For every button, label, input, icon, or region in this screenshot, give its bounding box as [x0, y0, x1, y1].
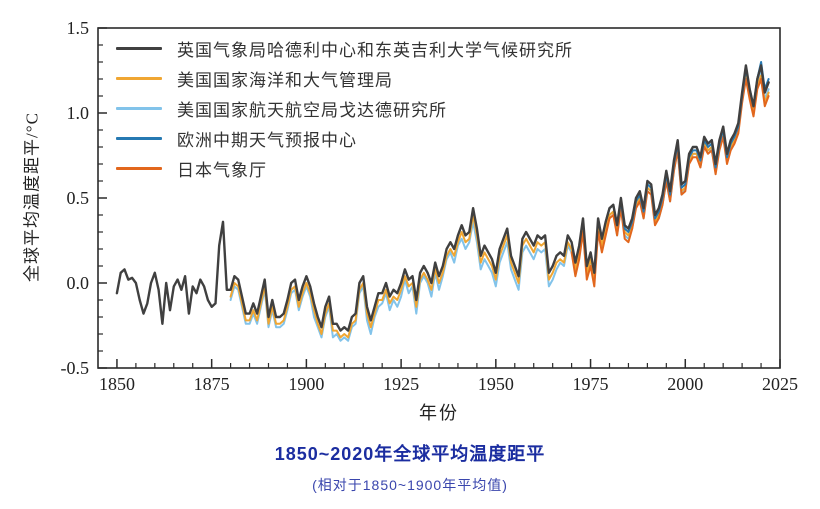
x-tick-label: 1850	[99, 374, 135, 394]
legend-label-jma: 日本气象厅	[177, 160, 267, 180]
legend-label-noaa: 美国国家海洋和大气管理局	[177, 70, 393, 90]
series-line-hadcrut-uk	[115, 64, 770, 332]
x-tick-label: 1975	[573, 374, 609, 394]
y-axis-title: 全球平均温度距平/°C	[22, 112, 42, 282]
y-tick-label: 0.5	[67, 188, 90, 208]
figure-subtitle: (相对于1850~1900年平均值)	[312, 477, 508, 493]
legend-label-ecmwf: 欧洲中期天气预报中心	[177, 130, 357, 150]
legend-line-swatch-nasa-giss	[116, 106, 162, 110]
x-tick-label: 1875	[194, 374, 230, 394]
series-line-jma	[570, 78, 770, 288]
figure-title: 1850~2020年全球平均温度距平	[274, 444, 546, 464]
y-tick-label: 1.5	[67, 18, 90, 38]
legend-line-swatch-noaa	[116, 76, 162, 80]
x-tick-label: 1950	[478, 374, 514, 394]
legend-label-nasa-giss: 美国国家航天航空局戈达德研究所	[177, 100, 447, 120]
x-tick-label: 2025	[762, 374, 798, 394]
legend: 英国气象局哈德利中心和东英吉利大学气候研究所 美国国家海洋和大气管理局 美国国家…	[116, 33, 573, 183]
legend-item-noaa: 美国国家海洋和大气管理局	[116, 63, 573, 93]
x-tick-label: 1925	[383, 374, 419, 394]
legend-item-jma: 日本气象厅	[116, 153, 573, 183]
y-tick-label: 1.0	[67, 103, 90, 123]
legend-line-swatch-hadcrut-uk	[116, 46, 162, 50]
line-chart-plot: 1850 1875 1900 1925 1950 1975 2000 2025 -0.5 0.0 0…	[61, 18, 799, 394]
legend-item-hadcrut-uk: 英国气象局哈德利中心和东英吉利大学气候研究所	[116, 33, 573, 63]
legend-line-swatch-ecmwf	[116, 136, 162, 140]
x-axis-title: 年份	[419, 403, 459, 423]
x-tick-label: 1900	[288, 374, 324, 394]
series-line-ecmwf	[604, 61, 770, 233]
y-tick-label: 0.0	[67, 273, 90, 293]
legend-line-swatch-jma	[116, 166, 162, 170]
legend-item-ecmwf: 欧洲中期天气预报中心	[116, 123, 573, 153]
legend-item-nasa-giss: 美国国家航天航空局戈达德研究所	[116, 93, 573, 123]
y-tick-label: -0.5	[61, 358, 90, 378]
x-tick-label: 2000	[667, 374, 703, 394]
legend-label-hadcrut-uk: 英国气象局哈德利中心和东英吉利大学气候研究所	[177, 40, 573, 60]
